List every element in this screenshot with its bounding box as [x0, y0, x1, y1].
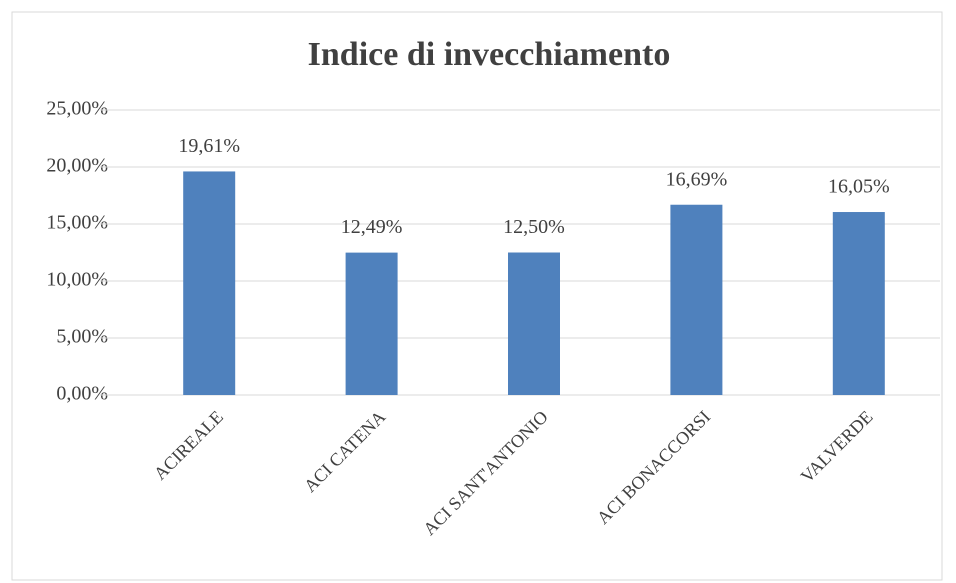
y-tick-label: 20,00%	[46, 155, 108, 177]
bar	[832, 212, 885, 395]
data-label: 12,50%	[503, 216, 565, 238]
bar	[183, 171, 236, 395]
data-label: 16,05%	[828, 176, 890, 198]
y-tick-label: 10,00%	[46, 269, 108, 291]
y-tick-label: 5,00%	[56, 326, 108, 348]
y-tick-label: 15,00%	[46, 212, 108, 234]
data-label: 19,61%	[178, 135, 240, 157]
y-tick-label: 25,00%	[46, 98, 108, 120]
bar	[670, 204, 723, 395]
chart-border	[11, 11, 943, 581]
chart-title: Indice di invecchiamento	[308, 36, 671, 73]
bar	[345, 252, 398, 395]
bar	[508, 252, 560, 395]
data-label: 12,49%	[341, 216, 403, 238]
data-label: 16,69%	[666, 168, 728, 190]
y-tick-label: 0,00%	[56, 383, 108, 405]
